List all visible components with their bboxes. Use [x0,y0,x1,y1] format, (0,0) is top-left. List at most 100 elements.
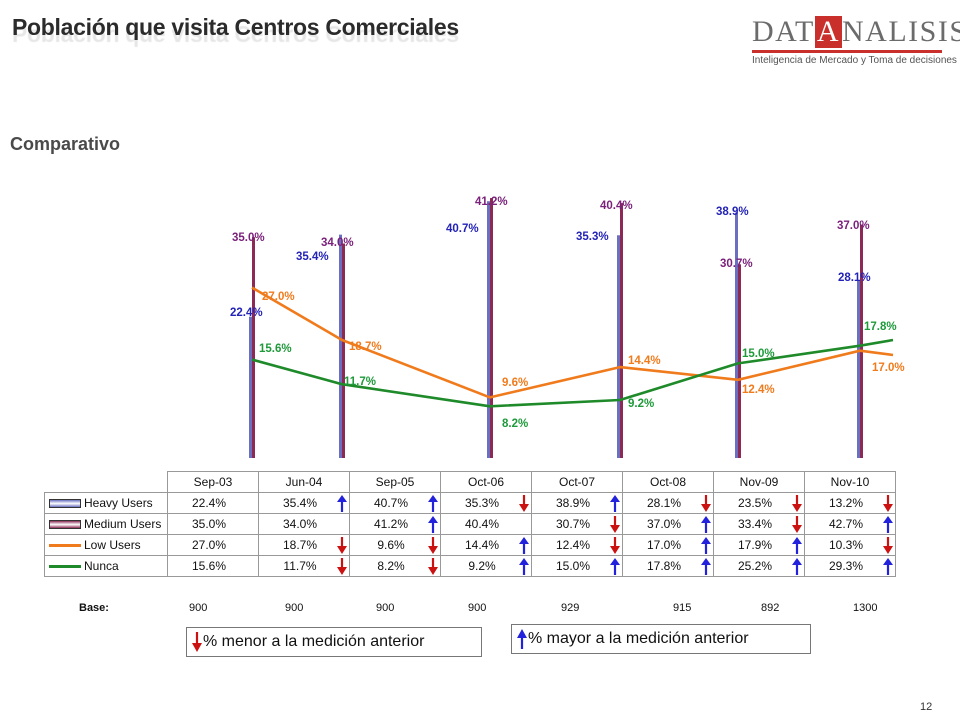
column-header-sep-05: Sep-05 [349,471,441,493]
table-cell-low-users-jun-04: 18.7% [258,534,350,556]
row-label-medium-users: Medium Users [44,513,168,535]
up-arrow-icon [519,537,529,554]
table-cell-medium-users-jun-04: 34.0% [258,513,350,535]
row-label-text: Low Users [84,538,141,552]
legend-swatch-low-users [49,544,81,548]
base-value-nov-09: 892 [761,602,780,614]
table-cell-medium-users-oct-07: 30.7% [531,513,623,535]
table-cell-heavy-users-oct-07: 38.9% [531,492,623,514]
bar-heavy-users-sep-03 [249,316,252,458]
up-arrow-icon [337,495,347,512]
table-cell-low-users-oct-07: 12.4% [531,534,623,556]
point-label-nunca-sep-03: 15.6% [259,343,292,355]
table-cell-low-users-sep-05: 9.6% [349,534,441,556]
row-label-nunca: Nunca [44,555,168,577]
table-cell-nunca-sep-05: 8.2% [349,555,441,577]
table-row-nunca: Nunca 15.6% 11.7% 8.2% 9.2% 15.0% 17.8% 25.2% 29… [44,555,896,577]
down-arrow-icon [792,516,802,533]
table-cell-heavy-users-oct-08: 28.1% [622,492,714,514]
point-label-nunca-oct-07: 15.0% [742,348,775,360]
table-cell-medium-users-sep-05: 41.2% [349,513,441,535]
table-cell-medium-users-oct-08: 37.0% [622,513,714,535]
line-nunca [251,338,894,408]
point-label-low-users-sep-05: 9.6% [502,377,528,389]
bar-medium-users-jun-04 [342,243,345,458]
table-cell-medium-users-oct-06: 40.4% [440,513,532,535]
table-cell-heavy-users-sep-05: 40.7% [349,492,441,514]
table-cell-nunca-oct-07: 15.0% [531,555,623,577]
bar-heavy-users-oct-07 [735,212,738,458]
base-value-nov-10: 1300 [853,602,878,614]
up-arrow-icon [792,558,802,575]
point-label-nunca-sep-05: 8.2% [502,418,528,430]
legend-increase-text: % mayor a la medición anterior [528,630,749,647]
table-corner [44,471,168,493]
point-label-medium-users-sep-05: 41.2% [475,196,508,208]
row-label-heavy-users: Heavy Users [44,492,168,514]
table-cell-heavy-users-jun-04: 35.4% [258,492,350,514]
point-label-nunca-oct-08: 17.8% [864,321,897,333]
column-header-oct-06: Oct-06 [440,471,532,493]
down-arrow-icon [701,495,711,512]
table-cell-medium-users-nov-09: 33.4% [713,513,805,535]
logo-wordmark: DATANALISIS [752,15,960,48]
bar-medium-users-sep-05 [490,198,493,459]
bar-medium-users-oct-07 [738,264,741,458]
point-label-low-users-oct-08: 17.0% [872,362,905,374]
row-label-text: Nunca [84,559,119,573]
column-header-jun-04: Jun-04 [258,471,350,493]
bar-heavy-users-oct-06 [617,235,620,458]
up-arrow-icon [701,516,711,533]
column-header-oct-08: Oct-08 [622,471,714,493]
down-arrow-icon [337,537,347,554]
point-label-low-users-oct-07: 12.4% [742,384,775,396]
down-arrow-icon [519,495,529,512]
logo-underline [752,50,942,53]
bar-medium-users-oct-08 [860,224,863,458]
legend-decrease-text: % menor a la medición anterior [203,633,425,650]
table-cell-low-users-sep-03: 27.0% [167,534,259,556]
bars-layer [249,198,863,459]
down-arrow-icon [610,516,620,533]
point-label-heavy-users-jun-04: 35.4% [296,251,329,263]
line-low-users [251,286,894,399]
table-row-low-users: Low Users 27.0% 18.7% 9.6% 14.4% 12.4% 17.0% 17… [44,534,896,556]
legend-swatch-medium-users [49,520,81,530]
up-arrow-icon [517,629,527,649]
down-arrow-icon [428,537,438,554]
down-arrow-icon [428,558,438,575]
point-label-medium-users-jun-04: 34.0% [321,237,354,249]
datanalisis-logo: DATANALISIS Inteligencia de Mercado y To… [752,15,960,66]
up-arrow-icon [519,558,529,575]
data-table: Sep-03 Jun-04 Sep-05 Oct-06 Oct-07 Oct-08 Nov-… [44,471,896,577]
page-title: Población que visita Centros Comerciales [12,14,459,40]
point-label-nunca-jun-04: 11.7% [344,376,376,388]
table-cell-heavy-users-nov-09: 23.5% [713,492,805,514]
logo-tagline: Inteligencia de Mercado y Toma de decisi… [752,55,957,66]
point-label-nunca-oct-06: 9.2% [628,398,654,410]
legend-swatch-heavy-users [49,499,81,509]
table-cell-nunca-nov-10: 29.3% [804,555,896,577]
bar-medium-users-oct-06 [620,203,623,458]
point-label-low-users-jun-04: 18.7% [349,341,382,353]
row-label-low-users: Low Users [44,534,168,556]
base-value-oct-06: 900 [468,602,487,614]
down-arrow-icon [883,537,893,554]
table-cell-heavy-users-sep-03: 22.4% [167,492,259,514]
point-label-medium-users-oct-06: 40.4% [600,200,633,212]
table-cell-nunca-nov-09: 25.2% [713,555,805,577]
up-arrow-icon [610,495,620,512]
legend-increase: % mayor a la medición anterior [511,624,811,654]
up-arrow-icon [883,558,893,575]
bar-medium-users-sep-03 [252,237,255,458]
table-cell-nunca-sep-03: 15.6% [167,555,259,577]
table-cell-heavy-users-oct-06: 35.3% [440,492,532,514]
table-row-heavy-users: Heavy Users 22.4% 35.4% 40.7% 35.3% 38.9% 28.1… [44,492,896,514]
point-label-medium-users-oct-07: 30.7% [720,258,753,270]
down-arrow-icon [337,558,347,575]
base-label: Base: [79,602,109,614]
bar-heavy-users-jun-04 [339,234,342,458]
up-arrow-icon [792,537,802,554]
table-cell-low-users-nov-10: 10.3% [804,534,896,556]
column-header-sep-03: Sep-03 [167,471,259,493]
